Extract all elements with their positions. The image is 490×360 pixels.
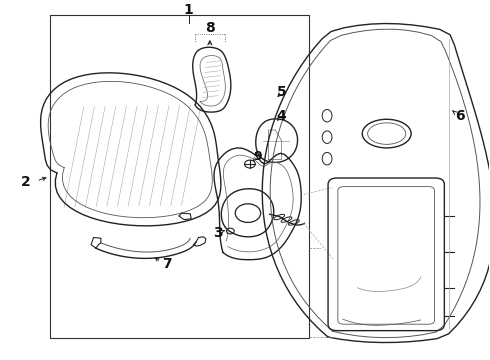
Text: 4: 4 — [277, 109, 287, 123]
Text: 9: 9 — [253, 150, 262, 163]
Text: 6: 6 — [455, 109, 465, 123]
Text: 7: 7 — [162, 257, 171, 271]
Text: 8: 8 — [205, 21, 215, 35]
Text: 5: 5 — [277, 85, 287, 99]
Text: 1: 1 — [184, 3, 194, 17]
Text: 2: 2 — [21, 175, 31, 189]
Text: 3: 3 — [213, 226, 223, 240]
